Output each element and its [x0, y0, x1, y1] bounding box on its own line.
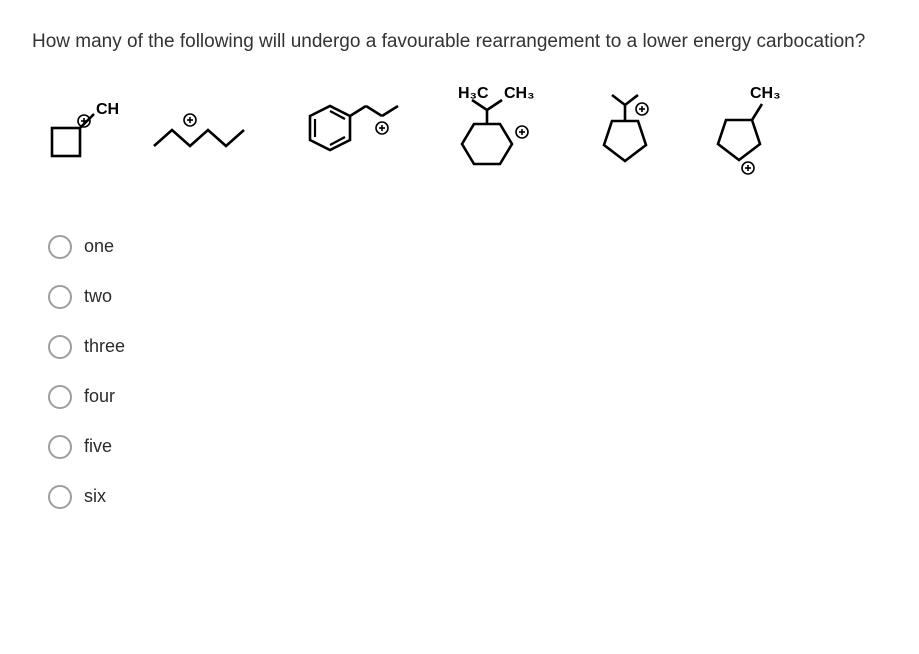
option-label: four — [84, 386, 115, 407]
option-four[interactable]: four — [48, 385, 887, 409]
structure-2 — [148, 100, 258, 165]
option-label: three — [84, 336, 125, 357]
option-label: six — [84, 486, 106, 507]
radio-icon — [48, 385, 72, 409]
option-five[interactable]: five — [48, 435, 887, 459]
option-label: two — [84, 286, 112, 307]
radio-icon — [48, 435, 72, 459]
option-three[interactable]: three — [48, 335, 887, 359]
structure-1: CH₃ — [40, 90, 120, 175]
option-six[interactable]: six — [48, 485, 887, 509]
option-label: five — [84, 436, 112, 457]
s6-ch3: CH₃ — [750, 85, 781, 102]
structure-3 — [286, 90, 406, 175]
s4-right: CH₃ — [504, 85, 535, 102]
radio-icon — [48, 285, 72, 309]
structure-5 — [582, 85, 672, 180]
structure-4: H₃C CH₃ — [434, 80, 554, 185]
radio-icon — [48, 235, 72, 259]
structures-row: CH₃ H₃C CH₃ — [40, 80, 887, 185]
options-group: one two three four five six — [48, 235, 887, 509]
radio-icon — [48, 335, 72, 359]
structure-6: CH₃ — [700, 80, 790, 185]
s1-ch3: CH₃ — [96, 101, 120, 118]
question-text: How many of the following will undergo a… — [32, 28, 887, 56]
option-label: one — [84, 236, 114, 257]
option-two[interactable]: two — [48, 285, 887, 309]
radio-icon — [48, 485, 72, 509]
option-one[interactable]: one — [48, 235, 887, 259]
